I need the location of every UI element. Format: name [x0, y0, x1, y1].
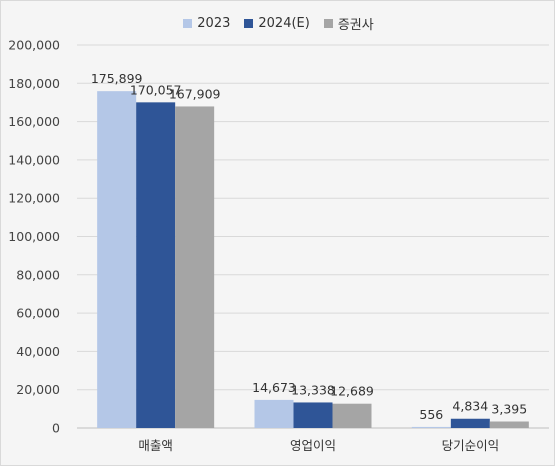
data-label: 167,909 — [169, 86, 221, 101]
y-tick-label: 120,000 — [8, 191, 60, 206]
y-tick-label: 40,000 — [16, 344, 60, 359]
legend-label-broker: 증권사 — [337, 18, 374, 33]
bar — [332, 403, 372, 428]
bar — [97, 91, 137, 428]
legend-item-2024e: 2024(E) — [244, 14, 310, 33]
x-category-label: 매출액 — [138, 438, 173, 453]
x-category-label: 당기순이익 — [442, 438, 500, 453]
y-tick-label: 180,000 — [8, 76, 60, 91]
data-label: 4,834 — [452, 399, 488, 414]
bar — [489, 421, 529, 428]
data-label: 556 — [419, 407, 443, 422]
data-label: 3,395 — [491, 401, 527, 416]
bar — [175, 106, 215, 429]
x-category-label: 영업이익 — [290, 438, 336, 453]
y-tick-label: 140,000 — [8, 152, 60, 167]
legend-label-2023: 2023 — [197, 16, 231, 31]
legend-swatch-broker — [323, 19, 333, 28]
data-label: 170,057 — [130, 82, 182, 97]
legend-item-broker: 증권사 — [323, 14, 374, 33]
legend-swatch-2023 — [183, 19, 193, 28]
data-label: 175,899 — [91, 71, 143, 86]
y-tick-label: 80,000 — [16, 267, 60, 282]
bar — [136, 102, 176, 428]
y-tick-label: 200,000 — [8, 38, 60, 53]
y-tick-label: 60,000 — [16, 306, 60, 321]
y-tick-label: 160,000 — [8, 114, 60, 129]
data-label: 12,689 — [330, 384, 374, 399]
chart-legend: 2023 2024(E) 증권사 — [1, 14, 555, 33]
bar — [254, 399, 294, 428]
legend-swatch-2024e — [244, 19, 254, 28]
bar — [411, 426, 451, 428]
bar — [293, 402, 333, 428]
y-tick-label: 20,000 — [16, 382, 60, 397]
bar — [450, 418, 490, 428]
data-label: 14,673 — [252, 380, 296, 395]
legend-label-2024e: 2024(E) — [258, 16, 310, 31]
legend-item-2023: 2023 — [183, 14, 230, 33]
y-tick-label: 100,000 — [8, 229, 60, 244]
y-tick-label: 0 — [52, 421, 60, 436]
data-label: 13,338 — [291, 382, 335, 397]
